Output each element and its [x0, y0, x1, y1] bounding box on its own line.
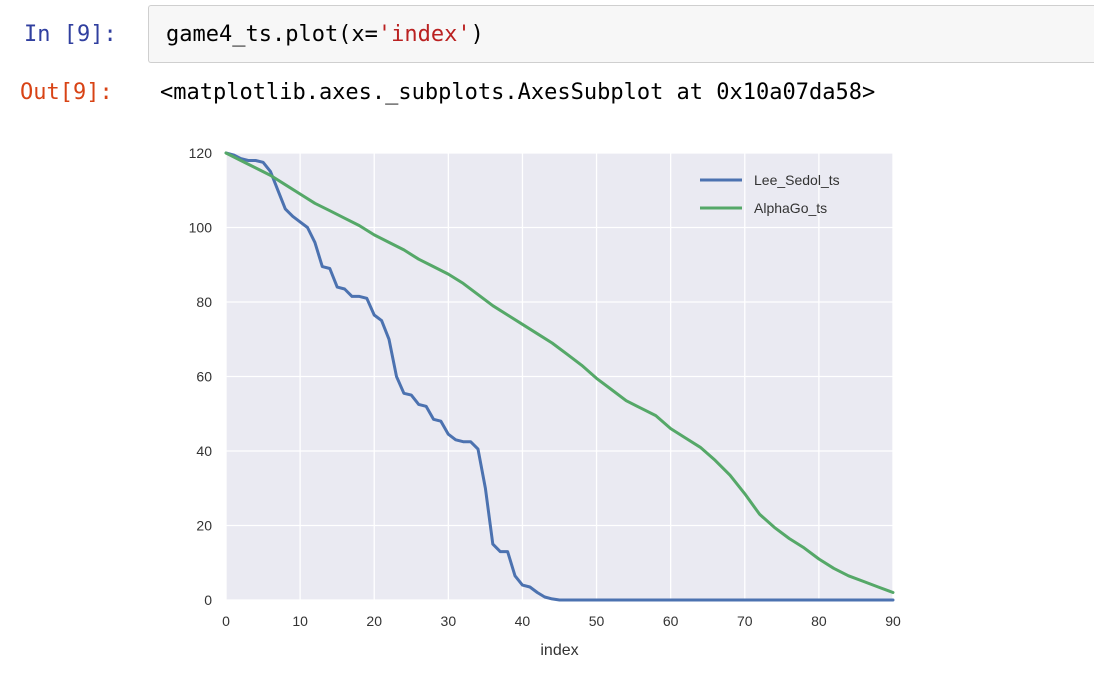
- x-axis-label: index: [540, 642, 578, 659]
- x-tick-label: 20: [366, 613, 382, 629]
- x-tick-label: 10: [292, 613, 308, 629]
- y-tick-label: 60: [196, 369, 212, 385]
- x-tick-label: 90: [885, 613, 901, 629]
- series-line-alphago-ts: [224, 151, 895, 594]
- x-tick-label: 50: [589, 613, 605, 629]
- x-tick-label: 60: [663, 613, 679, 629]
- y-tick-label: 80: [196, 294, 212, 310]
- code-suffix: ): [470, 22, 484, 47]
- x-tick-label: 80: [811, 613, 827, 629]
- y-tick-label: 40: [196, 443, 212, 459]
- y-tick-label: 100: [189, 220, 213, 236]
- y-tick-label: 0: [204, 592, 212, 608]
- output-prompt: Out[9]:: [20, 80, 113, 105]
- code-line: game4_ts.plot(x='index'): [166, 22, 484, 47]
- x-tick-label: 70: [737, 613, 753, 629]
- y-tick-label: 20: [196, 518, 212, 534]
- legend-label: Lee_Sedol_ts: [754, 172, 840, 188]
- output-text: <matplotlib.axes._subplots.AxesSubplot a…: [160, 80, 876, 105]
- code-input-cell[interactable]: game4_ts.plot(x='index'): [148, 5, 1094, 63]
- code-string-literal: 'index': [377, 22, 471, 47]
- code-prefix: game4_ts.plot(x=: [166, 22, 378, 47]
- input-prompt: In [9]:: [24, 22, 117, 47]
- x-tick-label: 30: [441, 613, 457, 629]
- x-tick-label: 0: [222, 613, 230, 629]
- legend-label: AlphaGo_ts: [754, 200, 827, 216]
- x-tick-label: 40: [515, 613, 531, 629]
- series-line-lee-sedol-ts: [224, 151, 895, 602]
- y-tick-label: 120: [189, 145, 213, 161]
